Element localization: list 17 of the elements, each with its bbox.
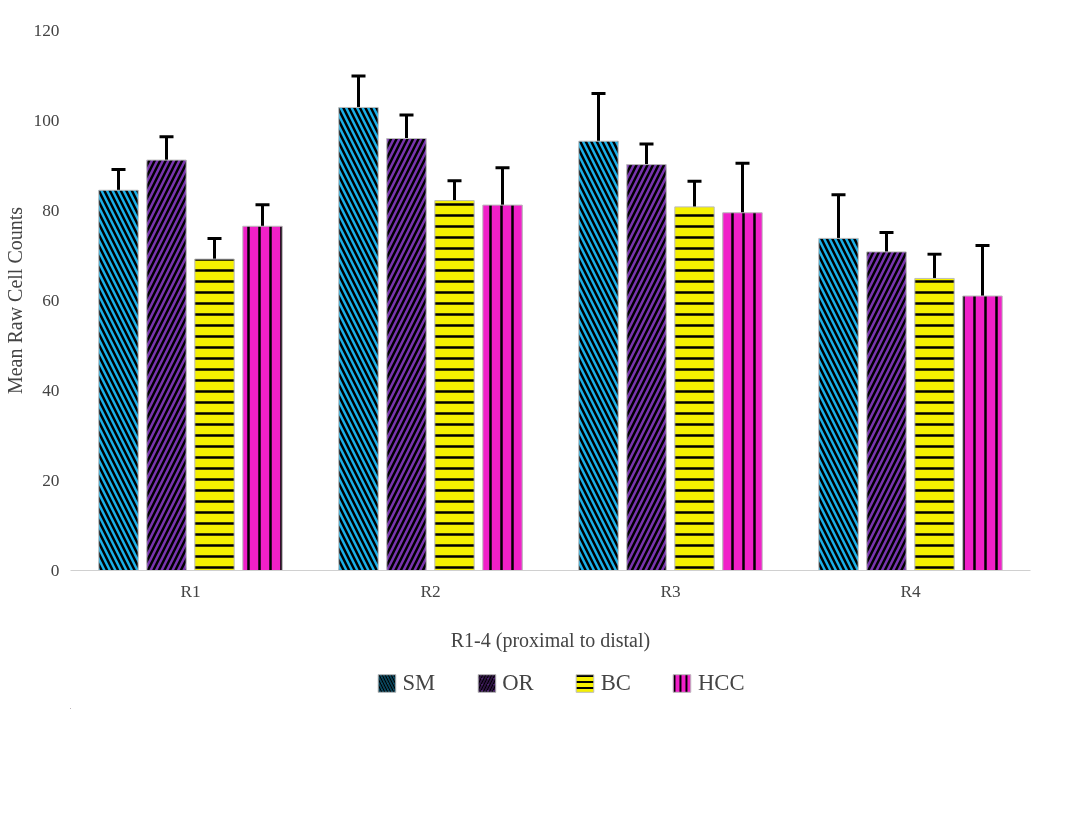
legend-label: BC xyxy=(600,670,631,696)
y-tick-label: 60 xyxy=(42,291,60,310)
legend-label: OR xyxy=(502,670,534,696)
y-tick-label: 100 xyxy=(33,111,60,130)
x-tick-label: R2 xyxy=(420,581,441,601)
x-tick-label: R3 xyxy=(660,581,681,601)
legend-label: HCC xyxy=(697,670,745,696)
x-tick-label: R4 xyxy=(900,581,921,601)
y-tick-label: 80 xyxy=(42,201,60,220)
y-tick-label: 0 xyxy=(50,561,60,580)
x-axis-title: R1-4 (proximal to distal) xyxy=(450,628,651,652)
x-tick-label: R1 xyxy=(180,581,201,601)
y-axis-title: Mean Raw Cell Counts xyxy=(3,206,26,395)
y-tick-label: 120 xyxy=(33,21,60,40)
y-tick-label: 40 xyxy=(42,381,60,400)
legend-label: SM xyxy=(402,670,436,696)
y-tick-label: 20 xyxy=(42,471,60,490)
